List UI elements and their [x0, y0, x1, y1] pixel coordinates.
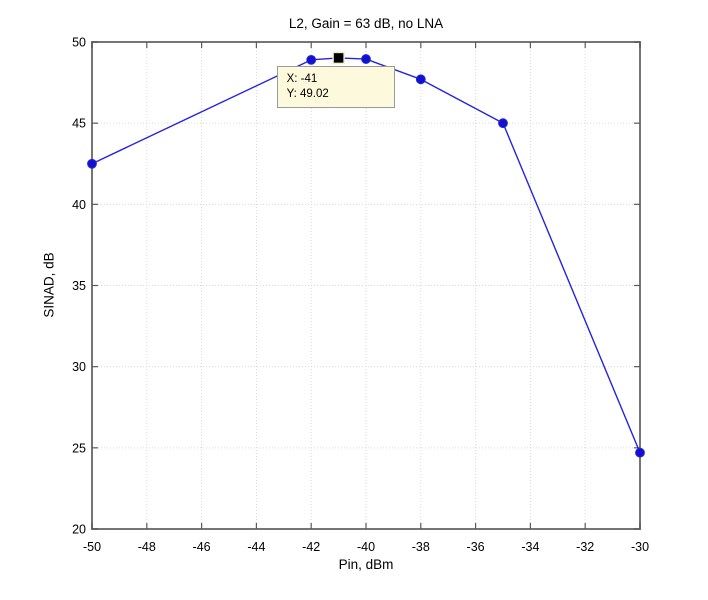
datatip[interactable]: X: -41 Y: 49.02 — [276, 65, 395, 108]
x-axis-label: Pin, dBm — [338, 557, 394, 572]
data-point[interactable] — [635, 447, 645, 458]
data-point[interactable] — [415, 74, 426, 85]
x-tick-label: -40 — [357, 540, 375, 554]
x-tick-label: -48 — [138, 540, 156, 554]
selected-data-point[interactable] — [332, 51, 345, 65]
x-tick-label: -46 — [193, 540, 211, 554]
data-point[interactable] — [87, 158, 97, 169]
x-tick-label: -44 — [247, 540, 265, 554]
chart-title: L2, Gain = 63 dB, no LNA — [288, 16, 444, 31]
x-tick-label: -38 — [412, 540, 430, 554]
y-tick-label: 30 — [72, 360, 86, 374]
y-tick-label: 20 — [72, 523, 86, 537]
y-tick-label: 35 — [72, 279, 86, 293]
datatip-x-value: X: -41 — [286, 72, 318, 85]
data-point[interactable] — [361, 54, 371, 64]
data-point[interactable] — [498, 118, 508, 129]
y-tick-label: 25 — [72, 441, 86, 455]
data-point[interactable] — [306, 54, 317, 65]
x-tick-label: -30 — [631, 540, 649, 554]
y-tick-label: 40 — [72, 198, 86, 212]
x-tick-label: -42 — [302, 540, 320, 554]
x-tick-label: -32 — [576, 540, 594, 554]
y-tick-label: 50 — [72, 36, 86, 50]
datatip-y-value: Y: 49.02 — [286, 87, 329, 100]
x-tick-label: -36 — [467, 540, 485, 554]
x-tick-label: -34 — [521, 540, 539, 554]
x-tick-label: -50 — [83, 540, 101, 554]
y-tick-label: 45 — [72, 117, 86, 131]
